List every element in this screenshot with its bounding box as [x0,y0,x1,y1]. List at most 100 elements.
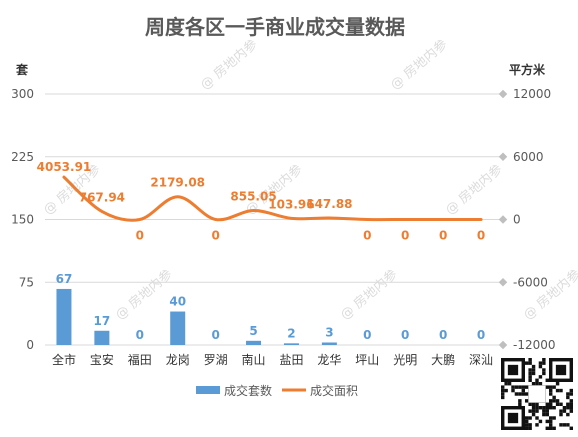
qr-module [566,423,570,427]
qr-module [566,402,570,406]
qr-module [531,382,536,386]
right-tick-label: 6000 [513,150,544,164]
qr-module [535,406,539,410]
qr-module [504,382,508,386]
left-tick-label: 150 [11,213,34,227]
qr-module [531,371,536,376]
qr-finder-core [507,412,519,424]
bar-value-label: 0 [477,328,485,342]
right-tick-label: -12000 [513,338,556,352]
qr-module [501,385,505,389]
qr-module [504,388,508,393]
qr-module [531,409,536,413]
bar [56,288,72,345]
qr-module [549,392,553,396]
qr-module [501,392,505,396]
line-series [62,175,483,222]
qr-module [521,392,525,396]
bar-series [56,288,337,345]
qr-module [531,412,536,417]
qr-module [525,399,529,403]
qr-module [525,385,529,389]
bar [94,330,110,345]
line-data-labels: 4053.91 767.94 0 2179.08 0 855.05103.96147.88… [37,160,486,242]
watermark-text: @ 房地内参 [337,266,400,323]
qr-module [535,382,539,386]
bar-value-label: 0 [439,328,447,342]
right-tick-label: 12000 [513,87,551,101]
qr-module [549,399,553,403]
category-label: 龙岗 [166,353,190,367]
category-label: 大鹏 [431,353,455,367]
qr-module [545,409,549,413]
qr-module [542,409,546,413]
qr-module [545,378,549,382]
qr-module [528,402,532,406]
qr-module [552,426,556,430]
qr-module [528,371,532,376]
qr-module [521,385,525,389]
bar-value-label: 0 [363,328,371,342]
line-value-label: 2179.08 [150,176,205,190]
qr-module [528,361,532,365]
qr-module [525,416,529,420]
qr-module [549,423,553,427]
qr-module [545,402,549,406]
qr-module [528,378,532,382]
bar [170,311,186,345]
qr-module [555,382,560,386]
qr-module [569,426,573,430]
qr-module [545,412,549,417]
qr-module [559,423,563,427]
qr-module [549,388,553,393]
bar-value-label: 2 [287,326,295,340]
category-label: 南山 [242,352,266,367]
qr-module [562,406,567,410]
qr-module [549,402,553,406]
qr-module [538,419,543,424]
qr-module [555,402,560,406]
qr-module [542,412,546,417]
qr-module [566,392,570,396]
qr-module [552,385,556,389]
qr-module [525,392,529,396]
qr-module [525,419,529,424]
qr-finder-core [507,364,519,376]
category-label: 光明 [393,353,417,367]
qr-module [514,385,519,389]
qr-module [549,385,553,389]
line-value-label: 767.94 [79,190,125,204]
qr-module [501,388,505,393]
line-value-label: 0 [363,229,371,243]
qr-module [545,406,549,410]
left-tick-label: 300 [11,87,34,101]
qr-module [528,368,532,372]
bar-value-label: 40 [169,295,186,309]
qr-module [552,399,556,403]
right-tick-label: -6000 [513,275,548,289]
qr-module [511,388,515,393]
bar-value-label: 3 [325,325,333,339]
right-tick-marker [498,152,508,161]
qr-module [569,406,573,410]
qr-module [545,385,549,389]
qr-logo [528,385,546,403]
qr-module [535,402,539,406]
qr-module [549,406,553,410]
legend-label-line: 成交面积 [310,383,358,398]
qr-module [535,378,539,382]
bar-value-label: 67 [56,272,73,286]
qr-module [569,392,573,396]
category-label: 福田 [128,352,152,367]
qr-module [569,409,573,413]
line-value-label: 0 [477,229,485,243]
left-tick-label: 225 [11,150,34,164]
bar-data-labels: 67 17 0 40 0 5 2 3 0 0 0 0 [56,272,486,342]
qr-module [518,402,522,406]
qr-module [514,392,519,396]
qr-module [555,388,560,393]
bar-value-label: 0 [211,328,219,342]
qr-module [518,399,522,403]
legend: 成交套数 成交面积 [196,383,358,398]
